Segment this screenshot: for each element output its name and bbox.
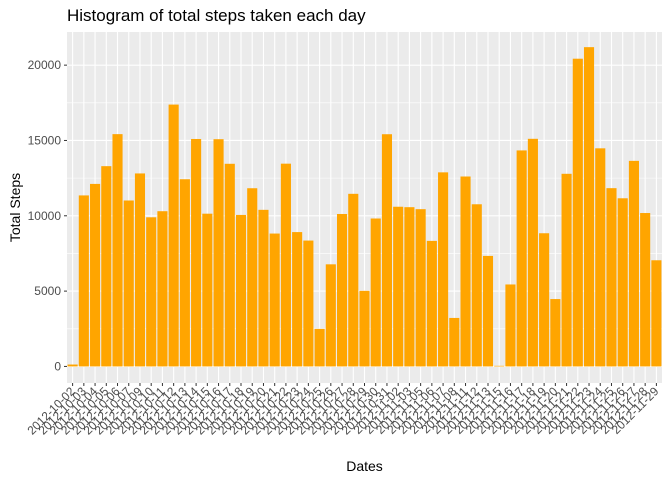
bar-2012-10-04 — [90, 183, 101, 367]
bar-2012-11-29 — [651, 260, 662, 367]
y-axis-title: Total Steps — [7, 173, 23, 242]
y-tick-label: 20000 — [28, 58, 62, 72]
bar-2012-10-23 — [292, 232, 303, 367]
bar-2012-10-09 — [134, 173, 146, 367]
bar-2012-11-05 — [415, 209, 426, 367]
bar-2012-11-26 — [617, 198, 628, 367]
bar-2012-11-18 — [527, 138, 538, 367]
bar-2012-10-30 — [370, 218, 381, 367]
bar-2012-10-26 — [325, 264, 336, 367]
x-axis: 2012-10-022012-10-032012-10-042012-10-05… — [24, 383, 662, 438]
bar-2012-11-11 — [460, 176, 471, 367]
bars — [67, 47, 662, 367]
bar-2012-11-12 — [471, 204, 482, 367]
bar-2012-11-07 — [438, 172, 449, 367]
bar-2012-11-06 — [426, 240, 437, 367]
bar-2012-10-13 — [179, 179, 190, 367]
bar-2012-10-10 — [146, 217, 157, 367]
bar-2012-11-20 — [550, 299, 561, 367]
bar-2012-11-08 — [449, 317, 460, 367]
bar-2012-10-03 — [78, 195, 89, 367]
x-axis-title: Dates — [346, 458, 383, 474]
bar-2012-11-03 — [404, 207, 415, 367]
bar-2012-11-17 — [516, 150, 527, 367]
bar-2012-10-07 — [123, 200, 134, 367]
y-axis: 0 5000 10000 15000 20000 — [28, 58, 67, 373]
bar-2012-11-13 — [482, 255, 494, 367]
bar-2012-11-28 — [640, 213, 651, 367]
y-tick-label: 5000 — [34, 284, 61, 298]
bar-2012-10-19 — [247, 188, 258, 367]
bar-2012-11-21 — [561, 173, 572, 367]
y-tick-label: 0 — [54, 359, 61, 373]
bar-2012-10-22 — [280, 163, 291, 367]
bar-2012-10-21 — [269, 233, 280, 367]
bar-2012-10-29 — [359, 290, 370, 367]
bar-2012-10-12 — [168, 104, 179, 367]
bar-2012-10-15 — [202, 213, 213, 367]
bar-2012-11-24 — [595, 148, 606, 367]
bar-2012-11-16 — [505, 284, 516, 367]
bar-2012-11-25 — [606, 188, 617, 367]
bar-2012-10-05 — [101, 166, 112, 367]
bar-2012-10-31 — [381, 134, 393, 367]
bar-2012-10-11 — [157, 211, 168, 367]
bar-2012-10-24 — [303, 240, 314, 367]
bar-2012-10-02 — [67, 364, 78, 367]
bar-2012-11-02 — [393, 206, 404, 367]
bar-2012-10-28 — [348, 193, 359, 367]
y-tick-label: 15000 — [28, 133, 62, 147]
bar-2012-10-06 — [112, 134, 123, 367]
bar-2012-10-17 — [224, 163, 235, 367]
bar-2012-10-27 — [336, 213, 348, 367]
bar-2012-10-16 — [213, 139, 224, 367]
chart-title: Histogram of total steps taken each day — [67, 6, 366, 25]
y-tick-label: 10000 — [28, 209, 62, 223]
bar-2012-11-15 — [494, 365, 505, 367]
bar-2012-10-20 — [258, 209, 269, 367]
bar-2012-11-19 — [539, 233, 550, 367]
bar-2012-11-23 — [583, 47, 595, 367]
bar-2012-10-25 — [314, 328, 325, 367]
bar-2012-10-14 — [191, 138, 202, 367]
bar-2012-10-18 — [235, 214, 247, 367]
bar-2012-11-27 — [628, 160, 639, 367]
bar-2012-11-22 — [572, 58, 583, 367]
